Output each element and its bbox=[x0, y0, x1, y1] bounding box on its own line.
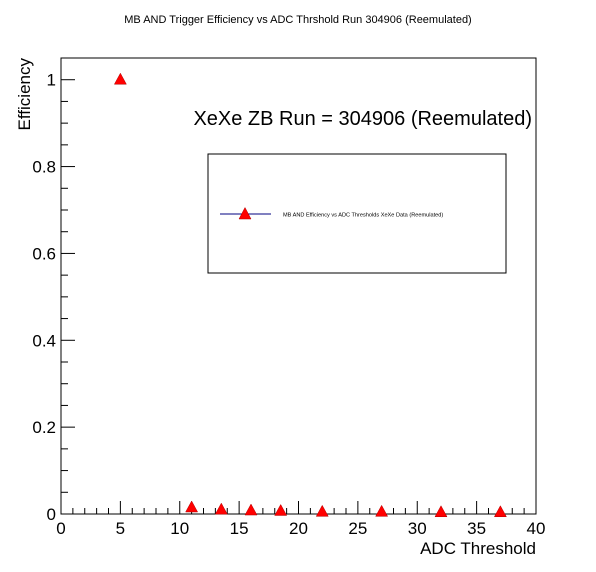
data-point-triangle bbox=[274, 503, 288, 516]
legend-box: MB AND Efficiency vs ADC Thresholds XeXe… bbox=[207, 153, 507, 274]
x-axis-tick-labels: 0 5 10 15 20 25 30 35 40 bbox=[56, 519, 545, 538]
x-tick-label: 15 bbox=[230, 519, 249, 538]
data-point-triangle bbox=[375, 504, 389, 517]
y-axis-tick-labels: 0 0.2 0.4 0.6 0.8 1 bbox=[32, 71, 56, 524]
data-point-triangle bbox=[214, 502, 228, 515]
data-point-triangle bbox=[244, 503, 258, 516]
data-point-triangle bbox=[113, 72, 127, 85]
x-tick-label: 20 bbox=[289, 519, 308, 538]
x-tick-label: 10 bbox=[170, 519, 189, 538]
y-tick-label: 0.4 bbox=[32, 331, 56, 350]
legend-triangle-marker bbox=[238, 206, 252, 220]
x-tick-label: 35 bbox=[467, 519, 486, 538]
data-point-triangle bbox=[315, 504, 329, 517]
run-annotation: XeXe ZB Run = 304906 (Reemulated) bbox=[193, 108, 532, 130]
data-point-triangle bbox=[493, 505, 507, 518]
y-tick-label: 1 bbox=[47, 71, 56, 90]
data-points bbox=[113, 72, 507, 518]
legend-entry-label: MB AND Efficiency vs ADC Thresholds XeXe… bbox=[283, 213, 443, 219]
y-tick-label: 0 bbox=[47, 505, 56, 524]
x-tick-label: 5 bbox=[116, 519, 125, 538]
x-tick-label: 30 bbox=[408, 519, 427, 538]
x-axis-label: ADC Threshold bbox=[420, 539, 536, 558]
chart-title: MB AND Trigger Efficiency vs ADC Thrshol… bbox=[124, 14, 471, 26]
y-axis-ticks bbox=[61, 79, 75, 515]
y-axis-label: Efficiency bbox=[15, 58, 34, 131]
y-tick-label: 0.8 bbox=[32, 158, 56, 177]
x-tick-label: 0 bbox=[56, 519, 65, 538]
data-point-triangle bbox=[185, 500, 199, 513]
x-tick-label: 25 bbox=[348, 519, 367, 538]
data-point-triangle bbox=[434, 505, 448, 518]
y-tick-label: 0.6 bbox=[32, 244, 56, 263]
x-axis-ticks bbox=[60, 501, 537, 514]
y-tick-label: 0.2 bbox=[32, 418, 56, 437]
x-tick-label: 40 bbox=[527, 519, 546, 538]
